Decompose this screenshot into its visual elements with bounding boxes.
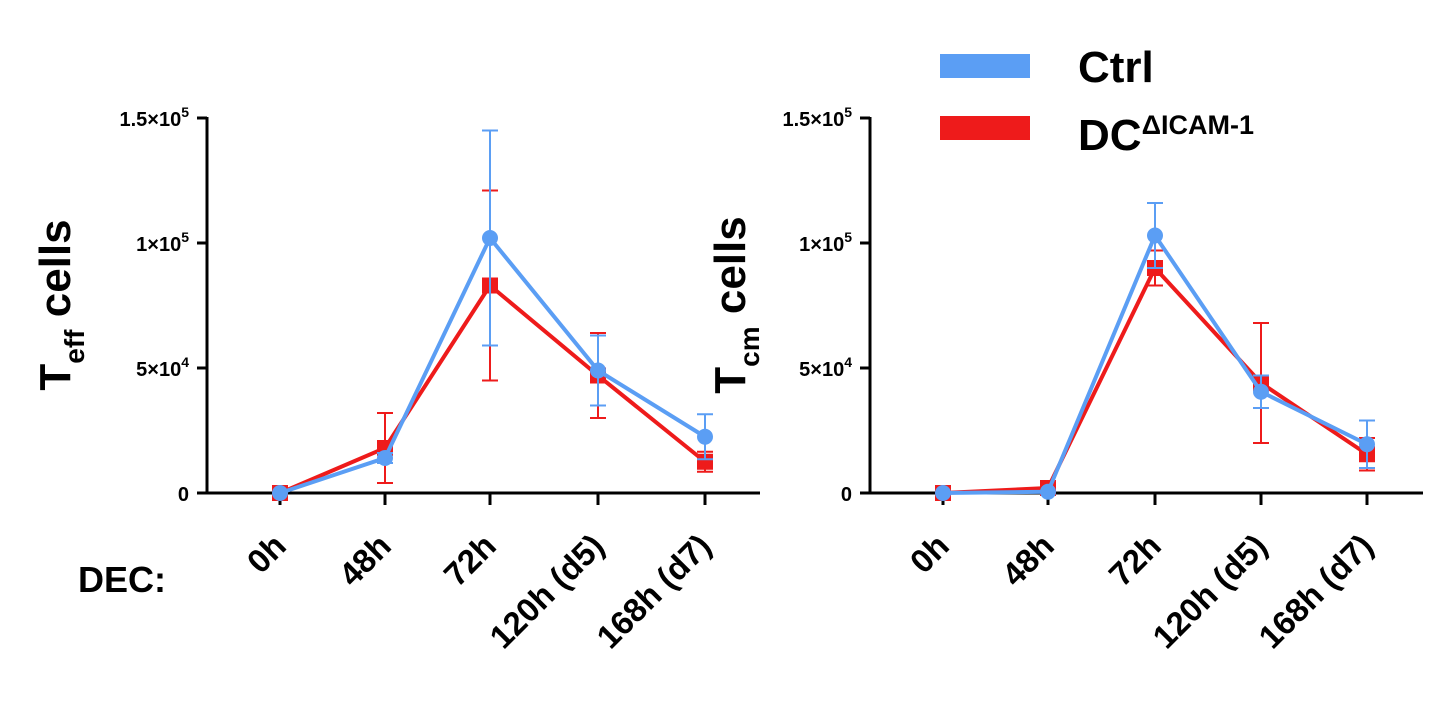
data-point-ctrl bbox=[1359, 436, 1375, 453]
y-tick-label-exp: 4 bbox=[181, 354, 189, 370]
y-axis-title-rest: cells bbox=[706, 216, 755, 326]
y-tick-label-base: 1.5×10 bbox=[119, 109, 181, 131]
data-point-ctrl bbox=[935, 485, 951, 501]
y-tick-label-base: 5×10 bbox=[799, 359, 844, 381]
x-tick-label: 168h (d7) bbox=[589, 527, 718, 656]
y-tick-label: 5×104 bbox=[136, 354, 189, 381]
y-tick-label: 1×105 bbox=[799, 229, 852, 256]
y-axis-title-sub: eff bbox=[59, 329, 90, 364]
x-tick-label: 48h bbox=[995, 527, 1061, 593]
y-tick-label-exp: 5 bbox=[181, 104, 189, 120]
data-point-ctrl bbox=[482, 230, 498, 246]
legend-swatch-ctrl bbox=[940, 54, 1030, 78]
y-tick-label-exp: 5 bbox=[181, 229, 189, 245]
y-tick-label-exp: 5 bbox=[844, 104, 852, 120]
legend-label-dc: DCΔICAM-1 bbox=[1078, 110, 1254, 160]
y-axis-title: Teff cells bbox=[31, 219, 90, 390]
data-point-ctrl bbox=[1253, 383, 1269, 400]
series-line-dc bbox=[942, 266, 1369, 495]
legend-label-dc-sup: ΔICAM-1 bbox=[1142, 110, 1254, 140]
x-tick-label: 168h (d7) bbox=[1251, 527, 1380, 656]
data-point-dc bbox=[697, 453, 713, 470]
series-line-dc bbox=[279, 283, 707, 495]
y-tick-label-base: 1×10 bbox=[799, 234, 844, 256]
x-tick-label: 72h bbox=[1102, 527, 1168, 593]
legend-swatch-dc bbox=[940, 116, 1030, 140]
data-point-ctrl bbox=[590, 362, 606, 379]
y-tick-label: 1.5×105 bbox=[119, 104, 189, 131]
data-point-ctrl bbox=[1147, 227, 1163, 244]
y-tick-label-base: 1.5×10 bbox=[782, 109, 844, 131]
x-tick-label: 48h bbox=[332, 527, 398, 593]
y-tick-label: 0 bbox=[841, 484, 852, 506]
y-axis-title-sub: cm bbox=[734, 326, 765, 366]
y-axis-title: Tcm cells bbox=[706, 216, 765, 393]
y-tick-label-exp: 4 bbox=[844, 354, 852, 370]
y-axis-title-main: T bbox=[31, 364, 80, 391]
y-tick-label-base: 5×10 bbox=[136, 359, 181, 381]
data-point-ctrl bbox=[377, 450, 393, 466]
y-axis-title-rest: cells bbox=[31, 219, 80, 329]
dec-label: DEC: bbox=[78, 559, 166, 600]
data-point-ctrl bbox=[697, 428, 713, 445]
legend-label-dc-main: DC bbox=[1078, 111, 1142, 160]
x-tick-label: 120h (d5) bbox=[1145, 527, 1274, 656]
y-tick-label: 1.5×105 bbox=[782, 104, 852, 131]
y-tick-label: 0 bbox=[178, 484, 189, 506]
y-tick-label-base: 0 bbox=[841, 484, 852, 506]
legend: Ctrl DCΔICAM-1 bbox=[940, 43, 1254, 160]
y-tick-label: 1×105 bbox=[136, 229, 189, 256]
series-line-ctrl bbox=[279, 236, 707, 495]
data-point-ctrl bbox=[1040, 483, 1056, 500]
y-tick-label-base: 0 bbox=[178, 484, 189, 506]
y-tick-label: 5×104 bbox=[799, 354, 852, 381]
data-point-ctrl bbox=[272, 485, 288, 501]
y-tick-label-exp: 5 bbox=[844, 229, 852, 245]
x-tick-label: 72h bbox=[437, 527, 503, 593]
legend-label-ctrl: Ctrl bbox=[1078, 43, 1154, 92]
x-tick-label: 0h bbox=[240, 527, 293, 580]
x-tick-label: 120h (d5) bbox=[482, 527, 611, 656]
y-axis-title-main: T bbox=[706, 367, 755, 394]
y-tick-label-base: 1×10 bbox=[136, 234, 181, 256]
x-tick-label: 0h bbox=[903, 527, 956, 580]
